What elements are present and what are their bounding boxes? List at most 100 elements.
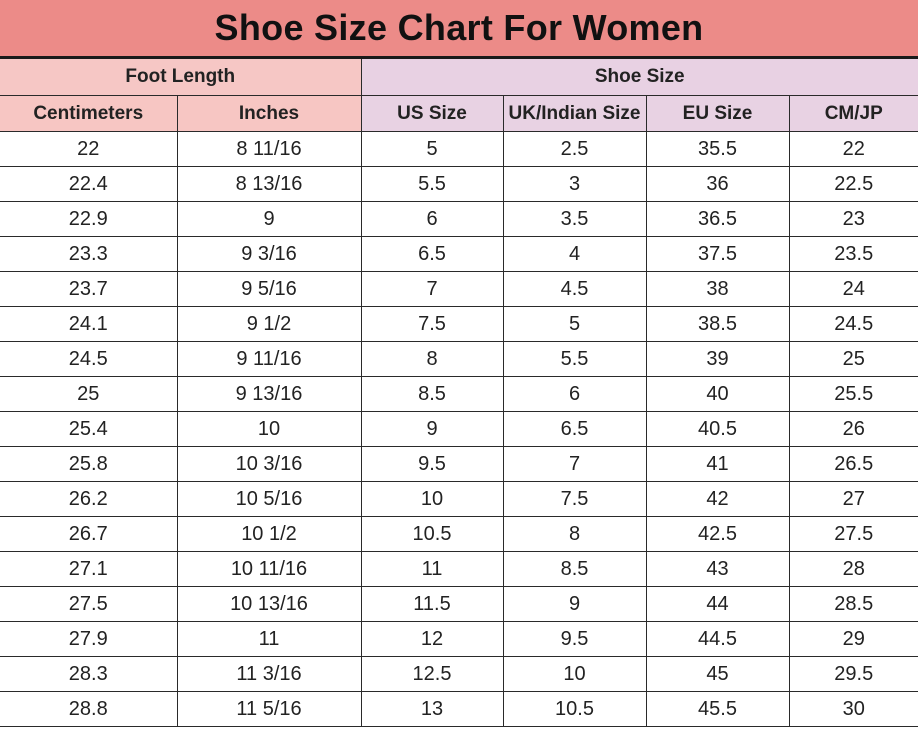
cell-cm-jp: 26 bbox=[788, 411, 918, 447]
cell-uk-indian-size: 8.5 bbox=[502, 551, 647, 587]
cell-uk-indian-size: 5.5 bbox=[502, 341, 647, 377]
cell-uk-indian-size: 6.5 bbox=[502, 411, 647, 447]
cell-us-size: 11.5 bbox=[360, 586, 504, 622]
cell-cm-jp: 26.5 bbox=[788, 446, 918, 482]
cell-cm-jp: 29 bbox=[788, 621, 918, 657]
cell-us-size: 11 bbox=[360, 551, 504, 587]
cell-centimeters: 24.1 bbox=[0, 306, 178, 342]
cell-centimeters: 28.3 bbox=[0, 656, 178, 692]
cell-eu-size: 45 bbox=[645, 656, 790, 692]
cell-eu-size: 39 bbox=[645, 341, 790, 377]
table-row: 25.8 10 3/16 9.5 7 41 26.5 bbox=[0, 446, 918, 482]
cell-inches: 9 13/16 bbox=[176, 376, 362, 412]
table-row: 26.7 10 1/2 10.5 8 42.5 27.5 bbox=[0, 516, 918, 552]
cell-centimeters: 24.5 bbox=[0, 341, 178, 377]
cell-cm-jp: 23 bbox=[788, 201, 918, 237]
cell-inches: 9 bbox=[176, 201, 362, 237]
cell-centimeters: 22.4 bbox=[0, 166, 178, 202]
cell-eu-size: 35.5 bbox=[645, 131, 790, 167]
cell-eu-size: 41 bbox=[645, 446, 790, 482]
column-header-uk-indian-size: UK/Indian Size bbox=[502, 95, 647, 132]
cell-uk-indian-size: 10.5 bbox=[502, 691, 647, 727]
cell-us-size: 10 bbox=[360, 481, 504, 517]
cell-inches: 10 11/16 bbox=[176, 551, 362, 587]
cell-uk-indian-size: 3 bbox=[502, 166, 647, 202]
chart-title-bar: Shoe Size Chart For Women bbox=[0, 0, 918, 59]
table-row: 24.1 9 1/2 7.5 5 38.5 24.5 bbox=[0, 306, 918, 342]
table-row: 25 9 13/16 8.5 6 40 25.5 bbox=[0, 376, 918, 412]
cell-uk-indian-size: 7.5 bbox=[502, 481, 647, 517]
column-header-cm-jp: CM/JP bbox=[788, 95, 918, 132]
cell-uk-indian-size: 10 bbox=[502, 656, 647, 692]
cell-inches: 10 13/16 bbox=[176, 586, 362, 622]
cell-eu-size: 36.5 bbox=[645, 201, 790, 237]
cell-cm-jp: 22.5 bbox=[788, 166, 918, 202]
table-row: 26.2 10 5/16 10 7.5 42 27 bbox=[0, 481, 918, 517]
cell-us-size: 9.5 bbox=[360, 446, 504, 482]
cell-cm-jp: 30 bbox=[788, 691, 918, 727]
cell-eu-size: 36 bbox=[645, 166, 790, 202]
chart-title: Shoe Size Chart For Women bbox=[214, 7, 704, 48]
cell-eu-size: 40.5 bbox=[645, 411, 790, 447]
cell-centimeters: 25.4 bbox=[0, 411, 178, 447]
cell-uk-indian-size: 7 bbox=[502, 446, 647, 482]
cell-centimeters: 26.7 bbox=[0, 516, 178, 552]
cell-centimeters: 27.1 bbox=[0, 551, 178, 587]
table-row: 27.1 10 11/16 11 8.5 43 28 bbox=[0, 551, 918, 587]
cell-centimeters: 27.9 bbox=[0, 621, 178, 657]
column-header-eu-size: EU Size bbox=[645, 95, 790, 132]
cell-inches: 10 5/16 bbox=[176, 481, 362, 517]
cell-eu-size: 42.5 bbox=[645, 516, 790, 552]
cell-uk-indian-size: 9 bbox=[502, 586, 647, 622]
cell-us-size: 10.5 bbox=[360, 516, 504, 552]
cell-us-size: 12 bbox=[360, 621, 504, 657]
cell-centimeters: 25.8 bbox=[0, 446, 178, 482]
cell-centimeters: 23.3 bbox=[0, 236, 178, 272]
table-row: 25.4 10 9 6.5 40.5 26 bbox=[0, 411, 918, 447]
cell-uk-indian-size: 2.5 bbox=[502, 131, 647, 167]
cell-eu-size: 43 bbox=[645, 551, 790, 587]
cell-cm-jp: 25.5 bbox=[788, 376, 918, 412]
cell-cm-jp: 22 bbox=[788, 131, 918, 167]
cell-inches: 10 1/2 bbox=[176, 516, 362, 552]
cell-inches: 10 3/16 bbox=[176, 446, 362, 482]
foot-length-group-header: Foot Length bbox=[0, 59, 362, 96]
cell-inches: 8 13/16 bbox=[176, 166, 362, 202]
cell-eu-size: 44 bbox=[645, 586, 790, 622]
table-row: 22.9 9 6 3.5 36.5 23 bbox=[0, 201, 918, 237]
cell-cm-jp: 23.5 bbox=[788, 236, 918, 272]
cell-inches: 9 11/16 bbox=[176, 341, 362, 377]
cell-cm-jp: 28.5 bbox=[788, 586, 918, 622]
cell-us-size: 5 bbox=[360, 131, 504, 167]
cell-centimeters: 23.7 bbox=[0, 271, 178, 307]
cell-eu-size: 44.5 bbox=[645, 621, 790, 657]
cell-cm-jp: 28 bbox=[788, 551, 918, 587]
cell-us-size: 8.5 bbox=[360, 376, 504, 412]
cell-eu-size: 38 bbox=[645, 271, 790, 307]
group-header-row: Foot Length Shoe Size bbox=[0, 59, 918, 96]
cell-uk-indian-size: 9.5 bbox=[502, 621, 647, 657]
cell-us-size: 5.5 bbox=[360, 166, 504, 202]
cell-inches: 8 11/16 bbox=[176, 131, 362, 167]
cell-us-size: 13 bbox=[360, 691, 504, 727]
cell-eu-size: 45.5 bbox=[645, 691, 790, 727]
cell-inches: 11 bbox=[176, 621, 362, 657]
column-header-us-size: US Size bbox=[360, 95, 504, 132]
cell-us-size: 7 bbox=[360, 271, 504, 307]
cell-uk-indian-size: 5 bbox=[502, 306, 647, 342]
cell-uk-indian-size: 3.5 bbox=[502, 201, 647, 237]
cell-inches: 9 5/16 bbox=[176, 271, 362, 307]
cell-cm-jp: 29.5 bbox=[788, 656, 918, 692]
table-row: 23.3 9 3/16 6.5 4 37.5 23.5 bbox=[0, 236, 918, 272]
table-row: 28.3 11 3/16 12.5 10 45 29.5 bbox=[0, 656, 918, 692]
cell-inches: 10 bbox=[176, 411, 362, 447]
cell-centimeters: 22.9 bbox=[0, 201, 178, 237]
table-row: 27.5 10 13/16 11.5 9 44 28.5 bbox=[0, 586, 918, 622]
cell-us-size: 6.5 bbox=[360, 236, 504, 272]
cell-inches: 11 5/16 bbox=[176, 691, 362, 727]
cell-cm-jp: 24 bbox=[788, 271, 918, 307]
cell-cm-jp: 27 bbox=[788, 481, 918, 517]
table-row: 22.4 8 13/16 5.5 3 36 22.5 bbox=[0, 166, 918, 202]
cell-cm-jp: 25 bbox=[788, 341, 918, 377]
cell-centimeters: 27.5 bbox=[0, 586, 178, 622]
